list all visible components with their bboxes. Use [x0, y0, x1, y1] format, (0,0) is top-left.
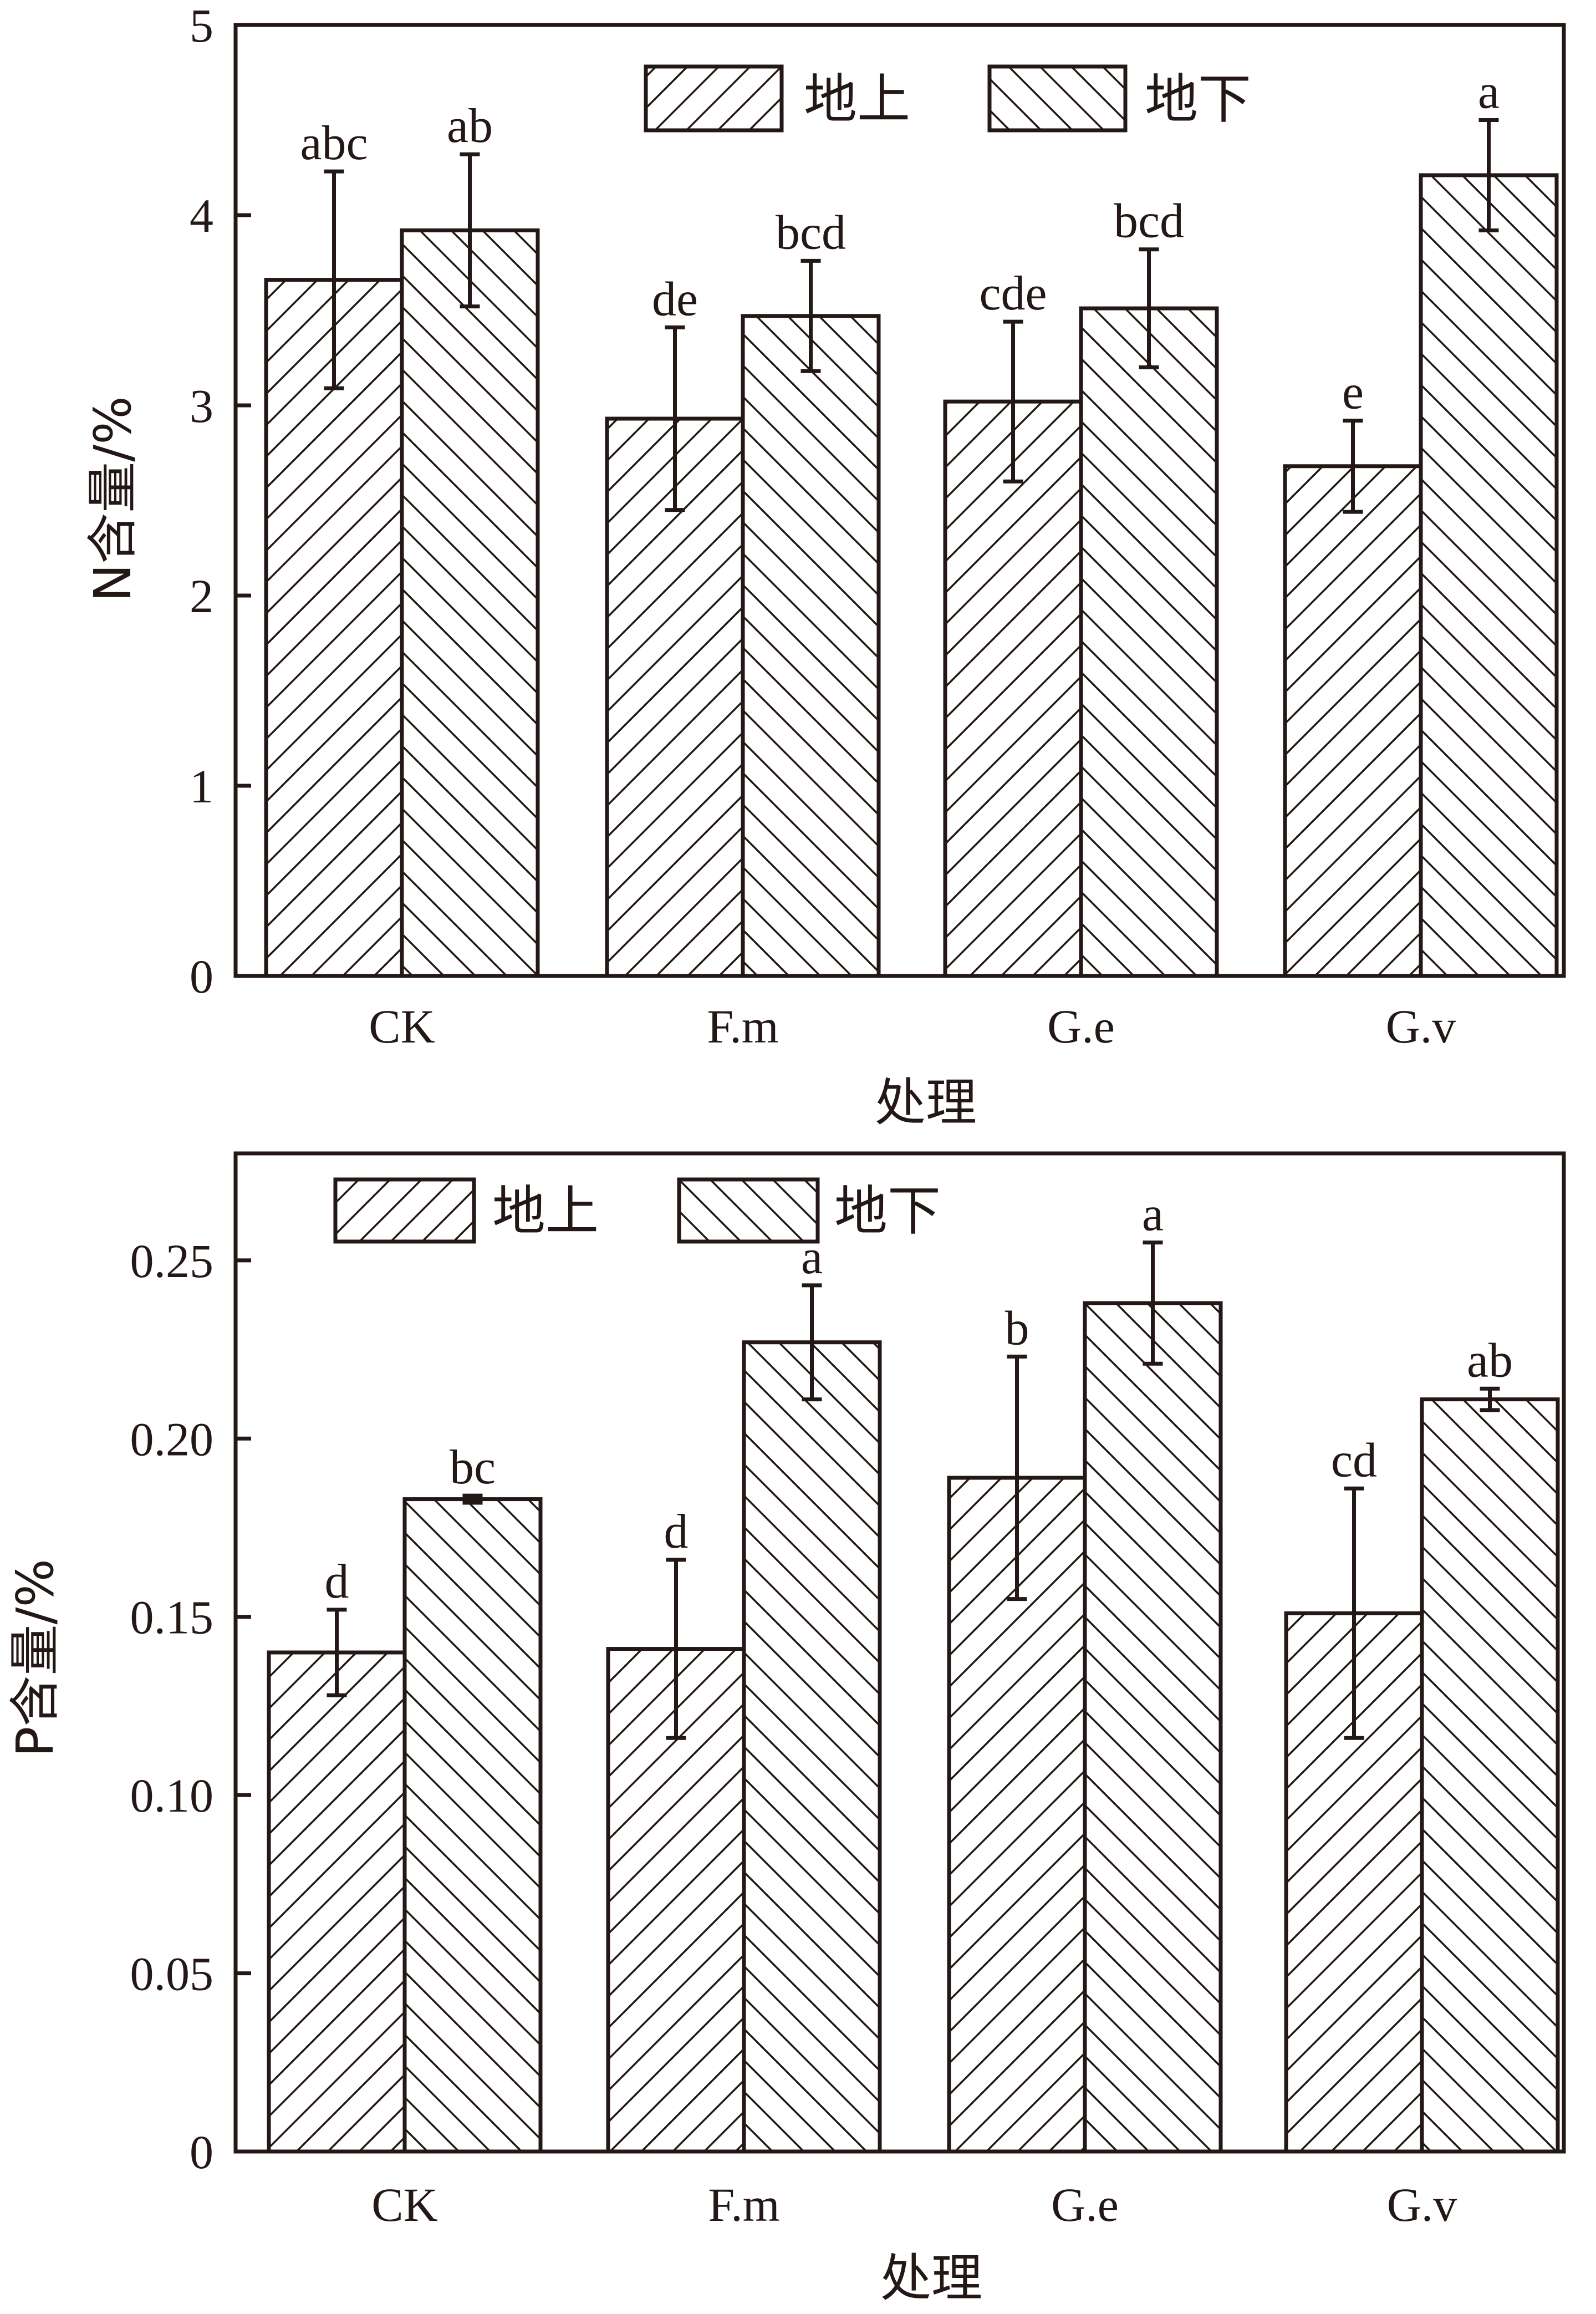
p-significance-label: cd	[1331, 1433, 1377, 1487]
n-bar-Ge-below	[1079, 306, 1219, 978]
n-y-tick-label: 3	[190, 379, 213, 433]
p-legend: 地上 地下	[333, 1177, 941, 1244]
p-x-tick-label: CK	[371, 2178, 437, 2231]
p-significance-label: b	[1005, 1301, 1029, 1355]
p-bar-Gv-below	[1420, 1397, 1560, 2154]
p-x-axis: CK F.m G.e G.v	[371, 2136, 1457, 2231]
n-y-tick-label: 1	[190, 760, 213, 813]
n-x-axis-title: 处理	[875, 1073, 977, 1132]
n-bar-Fm-below	[741, 314, 881, 978]
p-significance-label: d	[325, 1555, 349, 1609]
n-x-tick-label: G.v	[1386, 1000, 1456, 1053]
p-bar-CK-above	[267, 1650, 407, 2154]
p-legend-label-below: 地下	[834, 1180, 941, 1242]
n-x-tick-label: F.m	[707, 1000, 778, 1053]
p-y-tick-label: 0	[190, 2125, 213, 2179]
n-significance-label: cde	[979, 267, 1047, 321]
p-x-tick-label: F.m	[708, 2178, 779, 2231]
p-y-tick-label: 0.05	[130, 1947, 214, 2001]
n-significance-label: abc	[300, 116, 368, 170]
n-x-tick-label: CK	[369, 1000, 435, 1053]
p-x-tick-label: G.e	[1051, 2178, 1119, 2231]
p-y-axis-title: P含量/%	[6, 1559, 65, 1757]
p-y-tick-label: 0.20	[130, 1412, 214, 1466]
p-x-axis-title: 处理	[880, 2249, 982, 2308]
n-significance-label: a	[1478, 65, 1500, 119]
p-bar-Ge-below	[1083, 1301, 1223, 2154]
n-significance-label: bcd	[776, 206, 846, 260]
p-x-tick-label: G.v	[1387, 2178, 1457, 2231]
p-bar-CK-below	[402, 1497, 543, 2154]
p-legend-swatch-above	[333, 1177, 476, 1244]
p-y-tick-label: 0.15	[130, 1591, 214, 1644]
n-legend-label-below: 地下	[1145, 68, 1251, 130]
n-bar-group: abc ab de bcd cde bcd e a	[264, 65, 1559, 978]
p-legend-label-above: 地上	[492, 1180, 599, 1242]
n-significance-label: e	[1342, 365, 1364, 419]
n-x-tick-label: G.e	[1047, 1000, 1115, 1053]
n-significance-label: de	[652, 272, 698, 326]
n-y-tick-label: 4	[190, 189, 213, 242]
n-x-axis: CK F.m G.e G.v	[369, 960, 1456, 1053]
n-y-tick-label: 2	[190, 569, 213, 623]
n-bar-Gv-above	[1283, 464, 1423, 978]
n-plot-frame	[233, 23, 1566, 978]
p-significance-label: d	[664, 1505, 689, 1559]
p-bar-Fm-above	[606, 1647, 746, 2154]
p-y-axis: 0 0.05 0.10 0.15 0.20 0.25	[130, 1234, 251, 2179]
n-legend: 地上 地下	[644, 64, 1251, 133]
n-bar-CK-below	[400, 228, 540, 978]
n-content-chart: 0 1 2 3 4 5 abc ab de bcd cde bcd e a CK F.m G.e G.v 处理…	[83, 0, 1566, 1132]
n-y-tick-label: 5	[190, 0, 213, 52]
p-plot-frame	[233, 1151, 1566, 2154]
n-y-axis: 0 1 2 3 4 5	[190, 0, 251, 1003]
n-bar-Ge-above	[943, 399, 1083, 978]
p-significance-label: a	[1142, 1188, 1164, 1242]
p-significance-label: ab	[1467, 1334, 1513, 1387]
n-legend-swatch-below	[987, 64, 1128, 133]
n-bar-Gv-below	[1419, 173, 1559, 978]
n-significance-label: ab	[447, 99, 493, 153]
p-y-tick-label: 0.25	[130, 1234, 214, 1288]
n-legend-swatch-above	[644, 64, 784, 133]
n-y-axis-title: N含量/%	[83, 396, 142, 602]
p-y-tick-label: 0.10	[130, 1769, 214, 1822]
p-bar-Fm-below	[742, 1340, 882, 2154]
n-y-tick-label: 0	[190, 950, 213, 1003]
n-significance-label: bcd	[1114, 195, 1184, 248]
p-legend-swatch-below	[677, 1177, 820, 1244]
p-significance-label: bc	[450, 1441, 496, 1494]
n-legend-label-above: 地上	[804, 68, 910, 130]
